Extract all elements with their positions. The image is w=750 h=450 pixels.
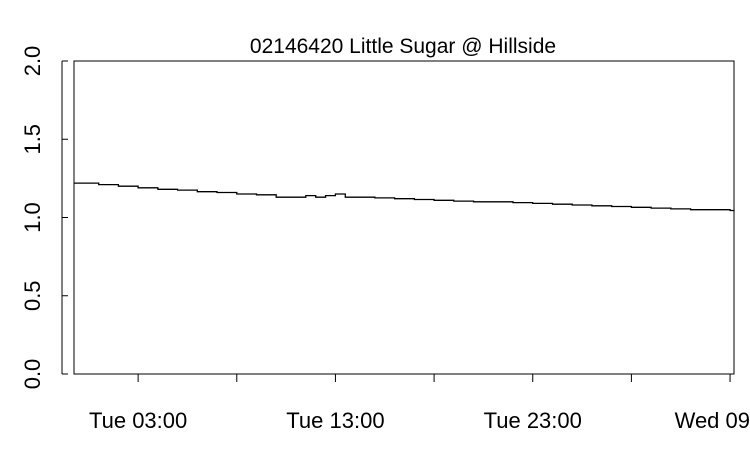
chart-title: 02146420 Little Sugar @ Hillside [250, 35, 556, 58]
y-tick-label: 2.0 [20, 46, 45, 77]
x-tick-label: Tue 03:00 [89, 408, 187, 433]
y-axis: 0.0 0.5 1.0 1.5 2.0 [20, 46, 68, 390]
x-axis: Tue 03:00 Tue 13:00 Tue 23:00 Wed 09 [89, 373, 750, 433]
y-tick-label: 1.0 [20, 202, 45, 233]
x-tick-label: Wed 09 [675, 408, 750, 433]
x-tick-label: Tue 23:00 [484, 408, 582, 433]
y-tick-label: 0.0 [20, 359, 45, 390]
series-layer [74, 182, 735, 212]
x-tick-label: Tue 13:00 [286, 408, 384, 433]
y-tick-label: 1.5 [20, 124, 45, 155]
discharge-series-line [74, 182, 735, 212]
plot-frame [73, 60, 735, 375]
y-tick-label: 0.5 [20, 280, 45, 311]
